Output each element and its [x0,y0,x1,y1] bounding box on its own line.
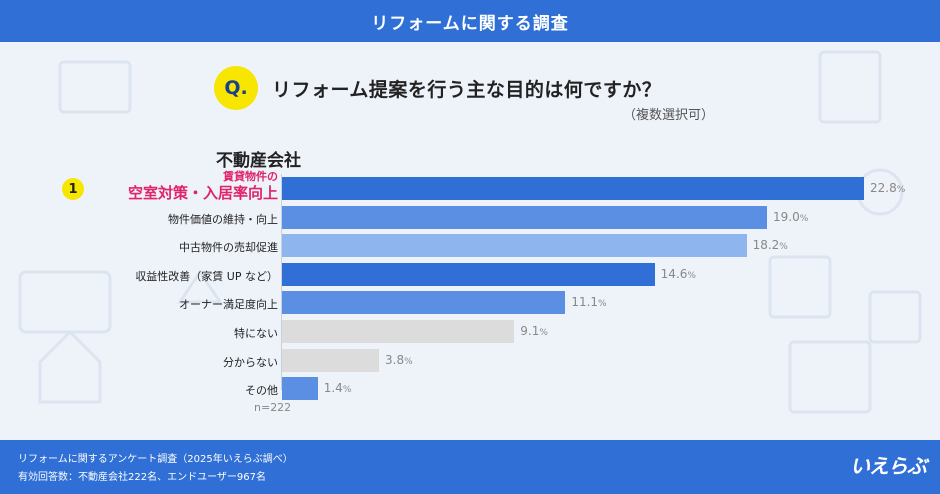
bar-7 [282,377,318,401]
question-note: （複数選択可） [622,108,714,123]
header-bar: リフォームに関する調査 [0,0,940,42]
value-label-5: 9.1% [520,324,548,338]
brand-logo: いえらぶ [850,454,927,478]
category-label-7: その他 [245,384,278,398]
bar-5 [282,320,515,343]
question-badge: Q. [214,66,258,110]
bar-2 [282,234,747,258]
value-label-4: 11.1% [571,295,607,310]
question: Q. リフォーム提案を行う主な目的は何ですか？ [214,66,661,110]
footer-survey-title: リフォームに関するアンケート調査（2025年いえらぶ調べ） [18,454,293,465]
value-label-0: 22.8% [870,181,906,195]
category-label-4: オーナー満足度向上 [179,298,278,312]
category-label-5: 特にない [234,327,278,340]
category-label-6: 分からない [223,355,278,369]
bar-4 [282,291,566,315]
bar-0 [282,177,864,200]
header-title: リフォームに関する調査 [371,13,569,34]
value-label-6: 3.8% [385,352,413,367]
value-label-3: 14.6% [660,266,696,281]
background-pattern [18,50,922,414]
category-label-1: 物件価値の維持・向上 [168,212,278,226]
rank-badge: 1 [62,178,84,200]
footer-response-count: 有効回答数：不動産会社222名、エンドユーザー967名 [18,472,266,483]
sample-size-note: n=222 [254,401,292,414]
category-label-0-line2: 空室対策・入居率向上 [127,184,278,202]
axis-line [281,174,282,390]
category-label-0-line1: 賃貸物件の [223,170,278,183]
question-text: リフォーム提案を行う主な目的は何ですか？ [272,78,662,101]
value-label-7: 1.4% [323,381,352,396]
bar-1 [282,205,767,229]
bar-6 [282,348,379,372]
bar-3 [282,262,655,286]
category-label-2: 中古物件の売却促進 [179,241,278,255]
value-label-2: 18.2% [752,238,788,253]
respondent-group-title: 不動産会社 [216,151,301,171]
category-label-3: 収益性改善（家賃 UP など） [135,269,278,283]
footer-bar: リフォームに関するアンケート調査（2025年いえらぶ調べ） 有効回答数：不動産会… [0,440,940,494]
value-label-1: 19.0% [773,209,809,224]
